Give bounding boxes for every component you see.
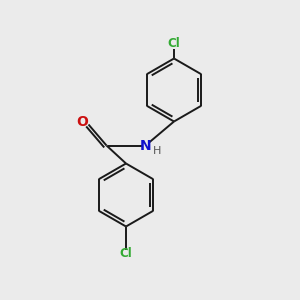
Text: N: N bbox=[140, 139, 151, 152]
Text: Cl: Cl bbox=[120, 247, 132, 260]
Text: H: H bbox=[153, 146, 161, 156]
Text: Cl: Cl bbox=[168, 37, 180, 50]
Text: O: O bbox=[76, 115, 88, 129]
